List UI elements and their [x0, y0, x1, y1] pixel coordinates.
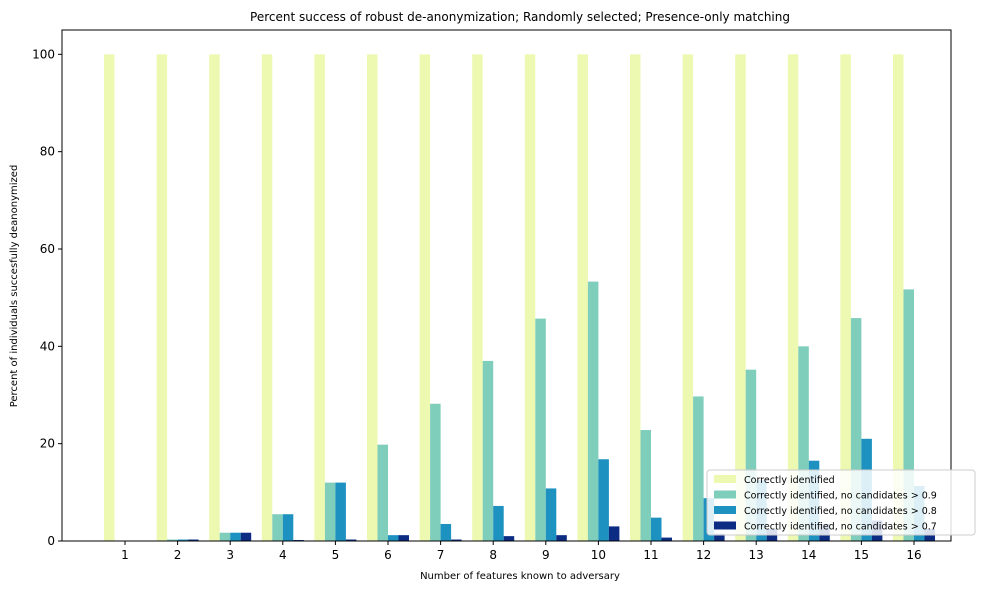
x-tick-label-14: 14: [801, 548, 816, 562]
y-tick-label-80: 80: [40, 145, 55, 159]
x-tick-label-12: 12: [696, 548, 711, 562]
legend-label-1: Correctly identified: [744, 475, 835, 486]
bar-series2-cat-3: [219, 532, 231, 541]
bar-series4-cat-5: [345, 539, 357, 541]
y-tick-label-40: 40: [40, 339, 55, 353]
bar-series3-cat-8: [493, 505, 504, 541]
bar-series1-cat-15: [840, 54, 851, 541]
chart-title: Percent success of robust de-anonymizati…: [250, 10, 790, 24]
bar-series3-cat-4: [282, 514, 294, 541]
legend-label-2: Correctly identified, no candidates > 0.…: [744, 491, 937, 502]
x-tick-label-8: 8: [489, 548, 497, 562]
x-tick-label-3: 3: [226, 548, 234, 562]
bar-series2-cat-5: [324, 482, 336, 541]
bar-series4-cat-10: [608, 526, 620, 541]
bar-series1-cat-13: [735, 54, 746, 541]
y-tick-label-20: 20: [40, 437, 55, 451]
legend-swatch-3: [714, 506, 736, 514]
x-tick-label-1: 1: [121, 548, 129, 562]
bar-series1-cat-4: [261, 54, 273, 541]
bar-series1-cat-5: [314, 54, 325, 541]
x-tick-label-13: 13: [749, 548, 764, 562]
bar-series1-cat-11: [630, 54, 641, 541]
legend-label-4: Correctly identified, no candidates > 0.…: [744, 522, 937, 533]
x-tick-label-10: 10: [591, 548, 606, 562]
bar-series1-cat-14: [787, 54, 799, 541]
x-tick-label-9: 9: [542, 548, 550, 562]
bar-series3-cat-9: [545, 488, 557, 541]
bar-series3-cat-11: [651, 517, 662, 541]
bar-series2-cat-4: [272, 514, 283, 541]
bar-series2-cat-12: [693, 396, 704, 541]
bar-series2-cat-9: [535, 318, 546, 541]
bar-series2-cat-15: [850, 318, 862, 541]
bar-series4-cat-11: [661, 537, 672, 541]
legend: Correctly identified Correctly identified…: [706, 469, 976, 536]
bar-series4-cat-3: [240, 532, 252, 541]
bar-series2-cat-8: [482, 360, 494, 541]
bar-series1-cat-2: [156, 54, 168, 541]
y-tick-label-100: 100: [32, 47, 55, 61]
bar-series1-cat-12: [682, 54, 694, 541]
y-tick-label-60: 60: [40, 242, 55, 256]
bar-series3-cat-7: [440, 523, 452, 541]
y-axis: 0 20 40 60 80 100: [32, 47, 62, 548]
bar-series3-cat-10: [598, 459, 609, 541]
x-tick-label-7: 7: [437, 548, 445, 562]
bar-series3-cat-3: [230, 532, 241, 541]
bars-layer: [104, 54, 935, 541]
x-tick-label-11: 11: [643, 548, 658, 562]
bar-series4-cat-6: [398, 535, 409, 541]
bar-series4-cat-12: [714, 533, 725, 541]
bar-series4-cat-9: [556, 535, 567, 541]
x-axis: 1 2 3 4 5 6 7 8 9 10 11 12 13 14 15 16: [121, 541, 922, 562]
bar-series2-cat-2: [167, 539, 178, 541]
legend-swatch-4: [714, 521, 736, 530]
bar-series1-cat-3: [209, 54, 220, 541]
bar-series2-cat-14: [798, 346, 809, 541]
bar-series2-cat-6: [377, 444, 388, 541]
bar-series1-cat-1: [104, 54, 115, 541]
bar-series4-cat-7: [451, 539, 462, 541]
x-tick-label-2: 2: [174, 548, 182, 562]
bar-series3-cat-2: [177, 539, 189, 541]
x-tick-label-6: 6: [384, 548, 392, 562]
legend-swatch-2: [714, 490, 736, 499]
y-tick-label-0: 0: [47, 534, 55, 548]
legend-box: [706, 469, 976, 536]
bar-series1-cat-10: [577, 54, 588, 541]
bar-series2-cat-16: [903, 289, 914, 541]
plot-frame: [61, 29, 952, 542]
bar-series4-cat-8: [503, 536, 515, 541]
x-axis-label: Number of features known to adversary: [420, 571, 620, 582]
bar-series1-cat-7: [419, 54, 431, 541]
bar-series2-cat-10: [587, 281, 599, 541]
bar-series2-cat-11: [640, 430, 651, 541]
bar-series2-cat-13: [745, 369, 757, 541]
bar-series1-cat-9: [524, 54, 536, 541]
bar-series4-cat-2: [188, 539, 199, 541]
x-tick-label-16: 16: [906, 548, 921, 562]
x-tick-label-4: 4: [279, 548, 287, 562]
y-axis-label: Percent of individuals succesfully deano…: [9, 165, 20, 408]
bar-series1-cat-16: [893, 54, 904, 541]
x-tick-label-15: 15: [854, 548, 869, 562]
bar-series1-cat-6: [367, 54, 378, 541]
bar-series2-cat-7: [430, 403, 441, 541]
x-tick-label-5: 5: [332, 548, 340, 562]
legend-swatch-1: [714, 475, 736, 483]
bar-series3-cat-5: [335, 482, 346, 541]
bar-series1-cat-8: [472, 54, 483, 541]
legend-label-3: Correctly identified, no candidates > 0.…: [744, 506, 937, 517]
bar-series3-cat-6: [388, 535, 399, 541]
